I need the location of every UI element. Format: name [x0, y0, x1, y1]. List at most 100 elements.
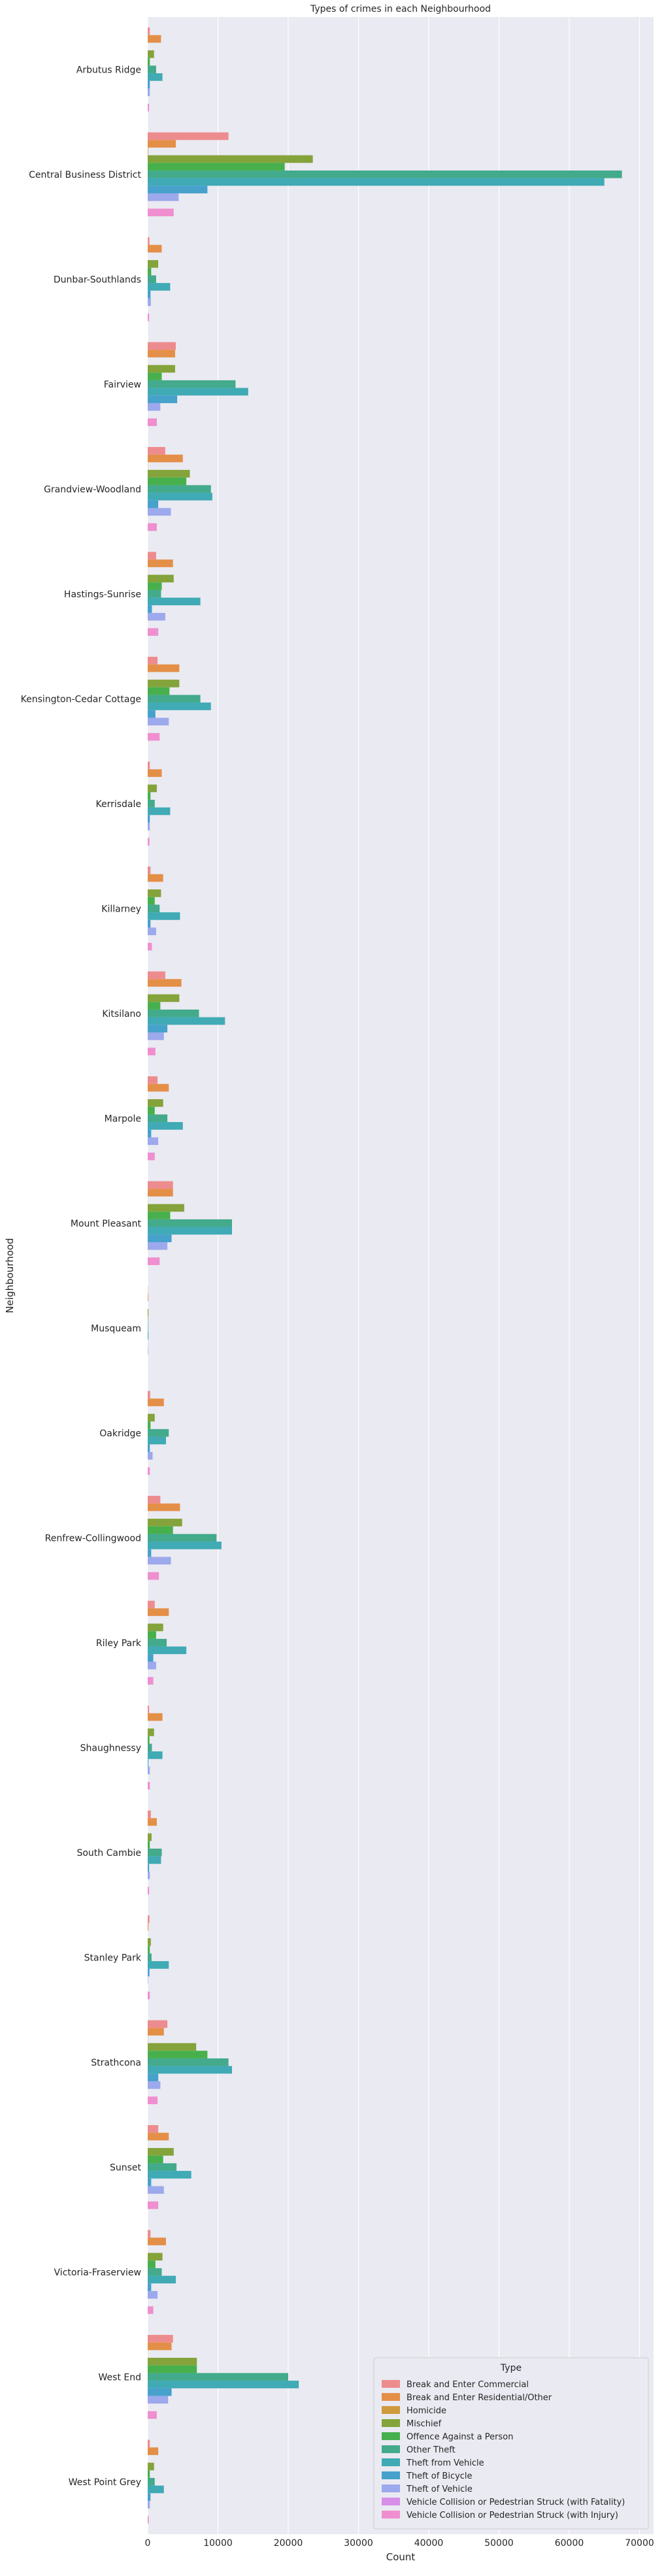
bar: [148, 1818, 157, 1826]
bar: [148, 815, 150, 823]
bar: [148, 1257, 159, 1265]
y-tick-label: Mount Pleasant: [71, 1219, 142, 1229]
bar: [148, 104, 149, 112]
bar: [148, 1841, 150, 1849]
y-tick-label: Arbutus Ridge: [76, 65, 141, 75]
bar: [148, 1219, 232, 1227]
bar: [148, 1654, 154, 1662]
bar: [148, 575, 174, 583]
bar: [148, 1887, 149, 1894]
bar: [148, 2237, 166, 2245]
y-tick-label: Renfrew-Collingwood: [45, 1533, 141, 1544]
bar: [148, 785, 157, 793]
bar: [148, 718, 169, 725]
bar: [148, 1496, 160, 1504]
bar: [148, 2373, 288, 2381]
bar: [148, 2021, 167, 2028]
bar: [148, 927, 156, 935]
bar: [148, 1857, 161, 1864]
bar: [148, 552, 156, 560]
bar: [148, 1212, 170, 1219]
bar: [148, 972, 165, 980]
bar: [148, 2366, 197, 2373]
bar: [148, 1099, 163, 1107]
legend-swatch: [382, 2485, 400, 2492]
bar: [148, 628, 158, 636]
bar: [148, 365, 175, 373]
bar: [148, 733, 159, 741]
bar: [148, 2463, 154, 2471]
bar: [148, 65, 156, 73]
y-tick-label: Kerrisdale: [95, 799, 141, 810]
bar: [148, 2291, 158, 2299]
bar: [148, 823, 150, 831]
bar: [148, 156, 313, 163]
y-tick-label: Shaughnessy: [80, 1743, 141, 1753]
bar: [148, 1114, 167, 1122]
bar: [148, 493, 212, 501]
bar: [148, 291, 150, 299]
bar: [148, 912, 180, 920]
y-tick-label: Kitsilano: [102, 1009, 141, 1019]
bar: [148, 81, 150, 89]
bar: [148, 598, 201, 606]
legend-swatch: [382, 2419, 400, 2427]
x-tick-label: 40000: [414, 2538, 444, 2549]
bar: [148, 867, 150, 874]
bar: [148, 2073, 158, 2081]
bar: [148, 943, 152, 951]
bar: [148, 2478, 155, 2486]
bar: [148, 2486, 164, 2494]
chart-title: Types of crimes in each Neighbourhood: [310, 4, 491, 14]
bar: [148, 133, 229, 140]
bar: [148, 1153, 155, 1161]
y-tick-label: Hastings-Sunrise: [64, 589, 141, 600]
bar: [148, 1076, 158, 1084]
bar: [148, 171, 622, 178]
bar: [148, 1025, 167, 1032]
y-tick-label: Dunbar-Southlands: [54, 274, 141, 285]
legend-swatch: [382, 2511, 400, 2518]
legend-label: Theft of Vehicle: [406, 2485, 473, 2494]
bar: [148, 1398, 164, 1406]
bar: [148, 342, 176, 350]
bar: [148, 2230, 150, 2238]
bar: [148, 50, 154, 58]
bar: [148, 2202, 158, 2209]
legend-label: Theft of Bicycle: [406, 2471, 473, 2481]
bar: [148, 1391, 150, 1399]
bar: [148, 314, 149, 322]
bar: [148, 2186, 164, 2194]
bar: [148, 163, 285, 171]
bar: [148, 2028, 164, 2036]
y-tick-label: Grandview-Woodland: [44, 484, 141, 495]
bar: [148, 1751, 163, 1759]
bar: [148, 665, 179, 672]
legend-swatch: [382, 2393, 400, 2401]
bar: [148, 298, 151, 306]
bar: [148, 523, 157, 531]
bar: [148, 2276, 176, 2284]
bar: [148, 2260, 156, 2268]
bar: [148, 897, 155, 905]
bar: [148, 762, 150, 770]
bar: [148, 58, 150, 66]
legend-swatch: [382, 2380, 400, 2388]
bar: [148, 178, 605, 186]
bar: [148, 1181, 173, 1189]
y-tick-label: Fairview: [104, 380, 141, 390]
bar: [148, 1189, 173, 1197]
legend-label: Theft from Vehicle: [406, 2458, 484, 2468]
y-tick-label: Stanley Park: [84, 1953, 142, 1963]
legend-swatch: [382, 2432, 400, 2440]
bar: [148, 395, 177, 403]
bar: [148, 2268, 162, 2276]
y-tick-label: Strathcona: [91, 2058, 141, 2068]
bar: [148, 702, 211, 710]
x-axis-label: Count: [386, 2551, 416, 2563]
bar: [148, 2051, 207, 2058]
bar: [148, 501, 158, 508]
bar: [148, 1766, 150, 1774]
